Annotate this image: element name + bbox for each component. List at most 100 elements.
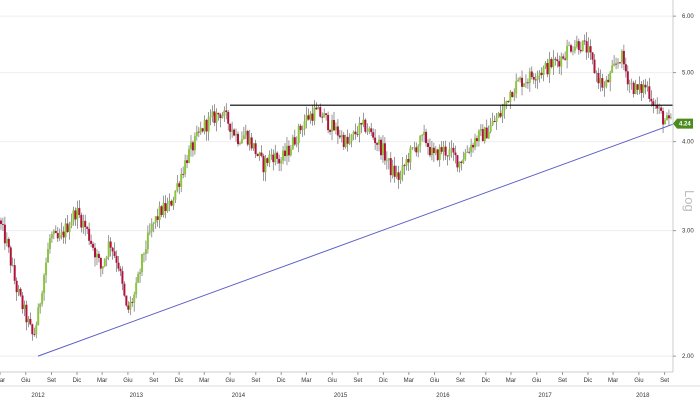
candle-up bbox=[43, 275, 46, 294]
candle-down bbox=[507, 100, 510, 103]
candle-down bbox=[88, 228, 91, 241]
candle-up bbox=[462, 159, 465, 163]
candle-up bbox=[248, 137, 251, 145]
candle-down bbox=[425, 131, 428, 144]
candle-down bbox=[299, 125, 302, 131]
candle-down bbox=[481, 129, 484, 142]
candle-down bbox=[178, 183, 181, 187]
candle-down bbox=[452, 147, 455, 153]
candle-up bbox=[252, 143, 255, 149]
candle-down bbox=[534, 79, 537, 81]
candle-up bbox=[195, 131, 198, 137]
candle-up bbox=[180, 173, 183, 187]
candle-down bbox=[121, 271, 124, 284]
candle-down bbox=[454, 152, 457, 156]
candle-down bbox=[90, 240, 93, 244]
x-tick-label: Giu bbox=[430, 378, 439, 384]
candle-up bbox=[268, 154, 271, 163]
candle-up bbox=[238, 143, 241, 145]
x-tick-label: Set bbox=[660, 378, 669, 384]
candle-down bbox=[346, 136, 349, 144]
candle-down bbox=[19, 288, 22, 296]
candle-up bbox=[409, 147, 412, 163]
candle-down bbox=[356, 134, 359, 135]
candle-up bbox=[630, 82, 633, 84]
candle-up bbox=[280, 160, 283, 164]
candle-up bbox=[203, 119, 206, 132]
x-tick-label: Dic bbox=[379, 378, 388, 384]
candle-down bbox=[13, 265, 16, 281]
support-trendline bbox=[37, 123, 673, 357]
candle-down bbox=[3, 224, 6, 244]
candle-up bbox=[448, 149, 451, 157]
candle-down bbox=[446, 155, 449, 157]
candle-down bbox=[287, 145, 290, 156]
candle-up bbox=[139, 272, 142, 275]
candle-up bbox=[166, 204, 169, 211]
candle-up bbox=[45, 262, 48, 276]
candle-up bbox=[552, 58, 555, 68]
candle-up bbox=[334, 126, 337, 131]
candle-down bbox=[307, 115, 310, 120]
candle-up bbox=[142, 253, 145, 255]
candle-down bbox=[427, 143, 430, 147]
candle-down bbox=[156, 216, 159, 220]
candle-down bbox=[607, 79, 610, 83]
candle-down bbox=[456, 155, 459, 168]
candle-down bbox=[601, 78, 604, 88]
candle-up bbox=[301, 129, 304, 131]
candle-up bbox=[199, 128, 202, 133]
candle-up bbox=[352, 131, 355, 135]
x-tick-label: Mar bbox=[404, 378, 414, 384]
candle-down bbox=[393, 165, 396, 177]
candle-up bbox=[509, 91, 512, 103]
y-tick-label: 2.00 bbox=[682, 354, 694, 360]
candle-down bbox=[332, 119, 335, 131]
candle-up bbox=[146, 232, 149, 250]
x-tick-label: Giu bbox=[225, 378, 234, 384]
candle-down bbox=[123, 283, 126, 296]
candle-up bbox=[348, 140, 351, 144]
candle-down bbox=[62, 231, 65, 238]
candle-up bbox=[605, 79, 608, 87]
candle-down bbox=[111, 247, 114, 252]
candle-up bbox=[270, 154, 273, 156]
candle-down bbox=[1, 223, 4, 225]
candle-up bbox=[148, 231, 151, 233]
x-tick-label: Dic bbox=[73, 378, 82, 384]
candle-up bbox=[184, 160, 187, 175]
candle-down bbox=[615, 63, 618, 65]
x-tick-label: Set bbox=[47, 378, 56, 384]
x-tick-label: Set bbox=[558, 378, 567, 384]
candle-up bbox=[258, 152, 261, 157]
candle-up bbox=[101, 266, 104, 269]
x-tick-label: Dic bbox=[277, 378, 286, 384]
candle-down bbox=[550, 59, 553, 68]
candle-up bbox=[430, 147, 433, 156]
candle-up bbox=[571, 50, 574, 52]
candle-up bbox=[211, 111, 214, 116]
candle-up bbox=[638, 84, 641, 90]
candle-up bbox=[477, 130, 480, 142]
candle-down bbox=[632, 82, 635, 95]
last-value-badge bbox=[673, 118, 693, 129]
candle-up bbox=[479, 129, 482, 131]
candle-down bbox=[127, 305, 130, 310]
candle-down bbox=[78, 208, 81, 216]
candle-down bbox=[21, 295, 24, 310]
candle-up bbox=[505, 100, 508, 104]
candle-up bbox=[144, 249, 147, 254]
candle-up bbox=[542, 67, 545, 75]
x-tick-label: Dic bbox=[584, 378, 593, 384]
candle-down bbox=[660, 107, 663, 111]
candle-down bbox=[428, 146, 431, 156]
candle-down bbox=[554, 58, 557, 60]
candle-down bbox=[403, 165, 406, 167]
candle-up bbox=[154, 216, 157, 223]
candle-down bbox=[94, 247, 97, 258]
candle-up bbox=[517, 79, 520, 82]
candle-up bbox=[27, 318, 30, 323]
candle-up bbox=[536, 75, 539, 80]
candle-down bbox=[640, 84, 643, 93]
